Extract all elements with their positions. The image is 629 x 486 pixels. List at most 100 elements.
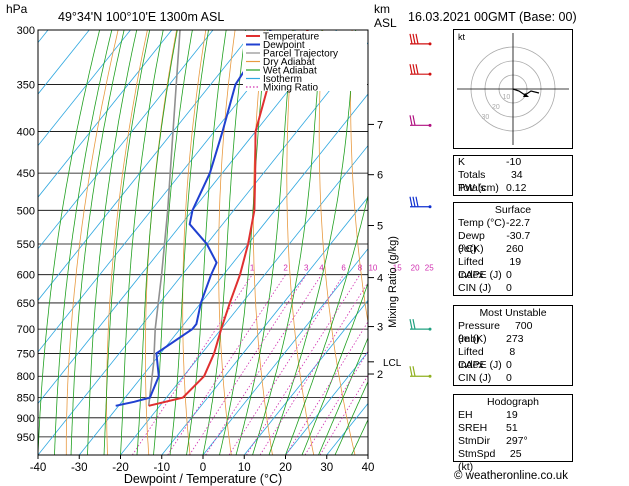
wind-barb-feather [409,196,413,207]
isotherm-line [38,30,131,147]
mu-row-label: Lifted Index [458,346,484,371]
temperature-tick-label: 40 [362,462,375,474]
isotherm-line [38,41,368,455]
most-unstable-table: Most Unstable Pressure (mb) 700 θe (K) 273… [453,305,573,386]
wet-adiabat-line [219,30,269,455]
surface-row-value: 260 [506,243,524,255]
mixing-ratio-label: 2 [283,264,288,273]
mixing-ratio-line [304,350,368,455]
isotherm-line [202,248,368,455]
mixing-ratio-label: 6 [341,264,346,273]
wet-adiabat-line [169,30,209,455]
mixing-ratio-label: 25 [425,264,434,273]
wind-barb-feather [415,64,419,75]
surface-row-label: θe(K) [458,243,484,255]
km-tick-label: 6 [377,170,383,182]
km-tick-label: 2 [377,369,383,381]
index-pw-value: 0.12 [506,182,527,194]
pressure-tick-label: 300 [17,25,35,37]
index-k-value: -10 [506,156,522,168]
wet-adiabat-line [202,30,247,455]
hodo-row-label: SREH [458,422,488,434]
mixing-ratio-line [319,374,368,455]
index-pw-label: PW (cm) [458,182,499,194]
pressure-tick-label: 500 [17,205,35,217]
series-dewpoint-line [115,30,272,407]
index-tt-value: 34 [510,169,523,181]
mu-row-label: CIN (J) [458,372,492,384]
legend-label: Wet Adiabat [263,66,317,77]
isotherm-line [38,30,90,95]
wind-barb-feather [412,115,416,126]
isotherm-line [367,454,368,455]
mixing-ratio-label: 20 [411,264,420,273]
datetime-title: 16.03.2021 00GMT (Base: 00) [408,10,577,24]
lcl-label: LCL [383,358,402,369]
dry-adiabat-line [318,30,356,455]
surface-title: Surface [494,204,532,216]
wind-barb-dot [428,123,432,127]
mu-row-value: 700 [514,320,533,332]
wind-barb-feather [409,33,413,44]
wet-adiabat-line [38,30,100,455]
pressure-tick-label: 950 [17,432,35,444]
pressure-tick-label: 700 [17,324,35,336]
wind-barb-feather [409,115,413,126]
mixing-ratio-line [167,274,286,455]
mixing-ratio-label: 1 [250,264,255,273]
wind-barb-dot [428,72,432,76]
temperature-tick-label: 10 [238,462,251,474]
series-parcel-trajectory-line [147,30,181,406]
mixing-ratio-line [259,281,368,455]
surface-row-value: 0 [506,269,512,281]
pressure-tick-label: 450 [17,168,35,180]
pressure-tick-label: 550 [17,239,35,251]
isotherm-line [285,351,368,455]
indices-table: K -10 Totals Totals 34 PW (cm) 0.12 [453,155,573,196]
hodograph-ring-label: 20 [492,104,500,111]
surface-row-label: CIN (J) [458,282,492,294]
temperature-tick-label: 20 [279,462,292,474]
hodo-row-label: StmDir [458,435,491,447]
dry-adiabat-line [411,30,440,455]
copyright-footer: © weatheronline.co.uk [454,470,568,482]
surface-row-value: 0 [506,282,512,294]
surface-row-label: Temp (°C) [458,217,506,229]
dry-adiabat-line [350,30,368,325]
series-temperature-line [148,30,309,407]
dry-adiabat-line [252,30,273,455]
wind-barb-feather [415,33,419,44]
wet-adiabat-line [136,30,178,455]
wind-barb-feather [412,366,416,377]
wind-barb-feather [412,196,416,207]
isotherm-line [38,30,214,250]
surface-row-value: -30.7 [506,230,531,242]
wind-barb-feather [415,196,419,207]
index-tt-label: Totals Totals [458,169,486,194]
wind-barb-dot [428,205,432,209]
mu-row-label: θe (K) [458,333,487,345]
pressure-tick-label: 800 [17,371,35,383]
wet-adiabat-line [186,30,227,455]
wet-adiabat-line [70,30,125,455]
surface-row-label: Lifted Index [458,256,484,281]
wind-barb-feather [409,64,413,75]
mu-row-label: CAPE (J) [458,359,502,371]
hodo-row-label: StmSpd (kt) [458,448,496,473]
temperature-tick-label: 30 [320,462,333,474]
wind-barb-feather [412,64,416,75]
asl-axis-label: ASL [374,16,397,30]
dry-adiabat-line [218,30,236,455]
isotherm-line [38,30,173,198]
surface-row-value: 19 [509,256,522,268]
pressure-tick-label: 750 [17,348,35,360]
mixing-ratio-line [205,274,322,455]
wind-barb-feather [412,33,416,44]
wind-barb-feather [412,318,416,330]
hodograph-title: Hodograph [487,396,539,408]
hodo-row-value: 19 [506,409,518,421]
wet-adiabat-line [268,30,357,455]
km-tick-label: 3 [377,322,383,334]
legend-label: Dry Adiabat [263,57,315,68]
isotherm-line [243,299,368,455]
